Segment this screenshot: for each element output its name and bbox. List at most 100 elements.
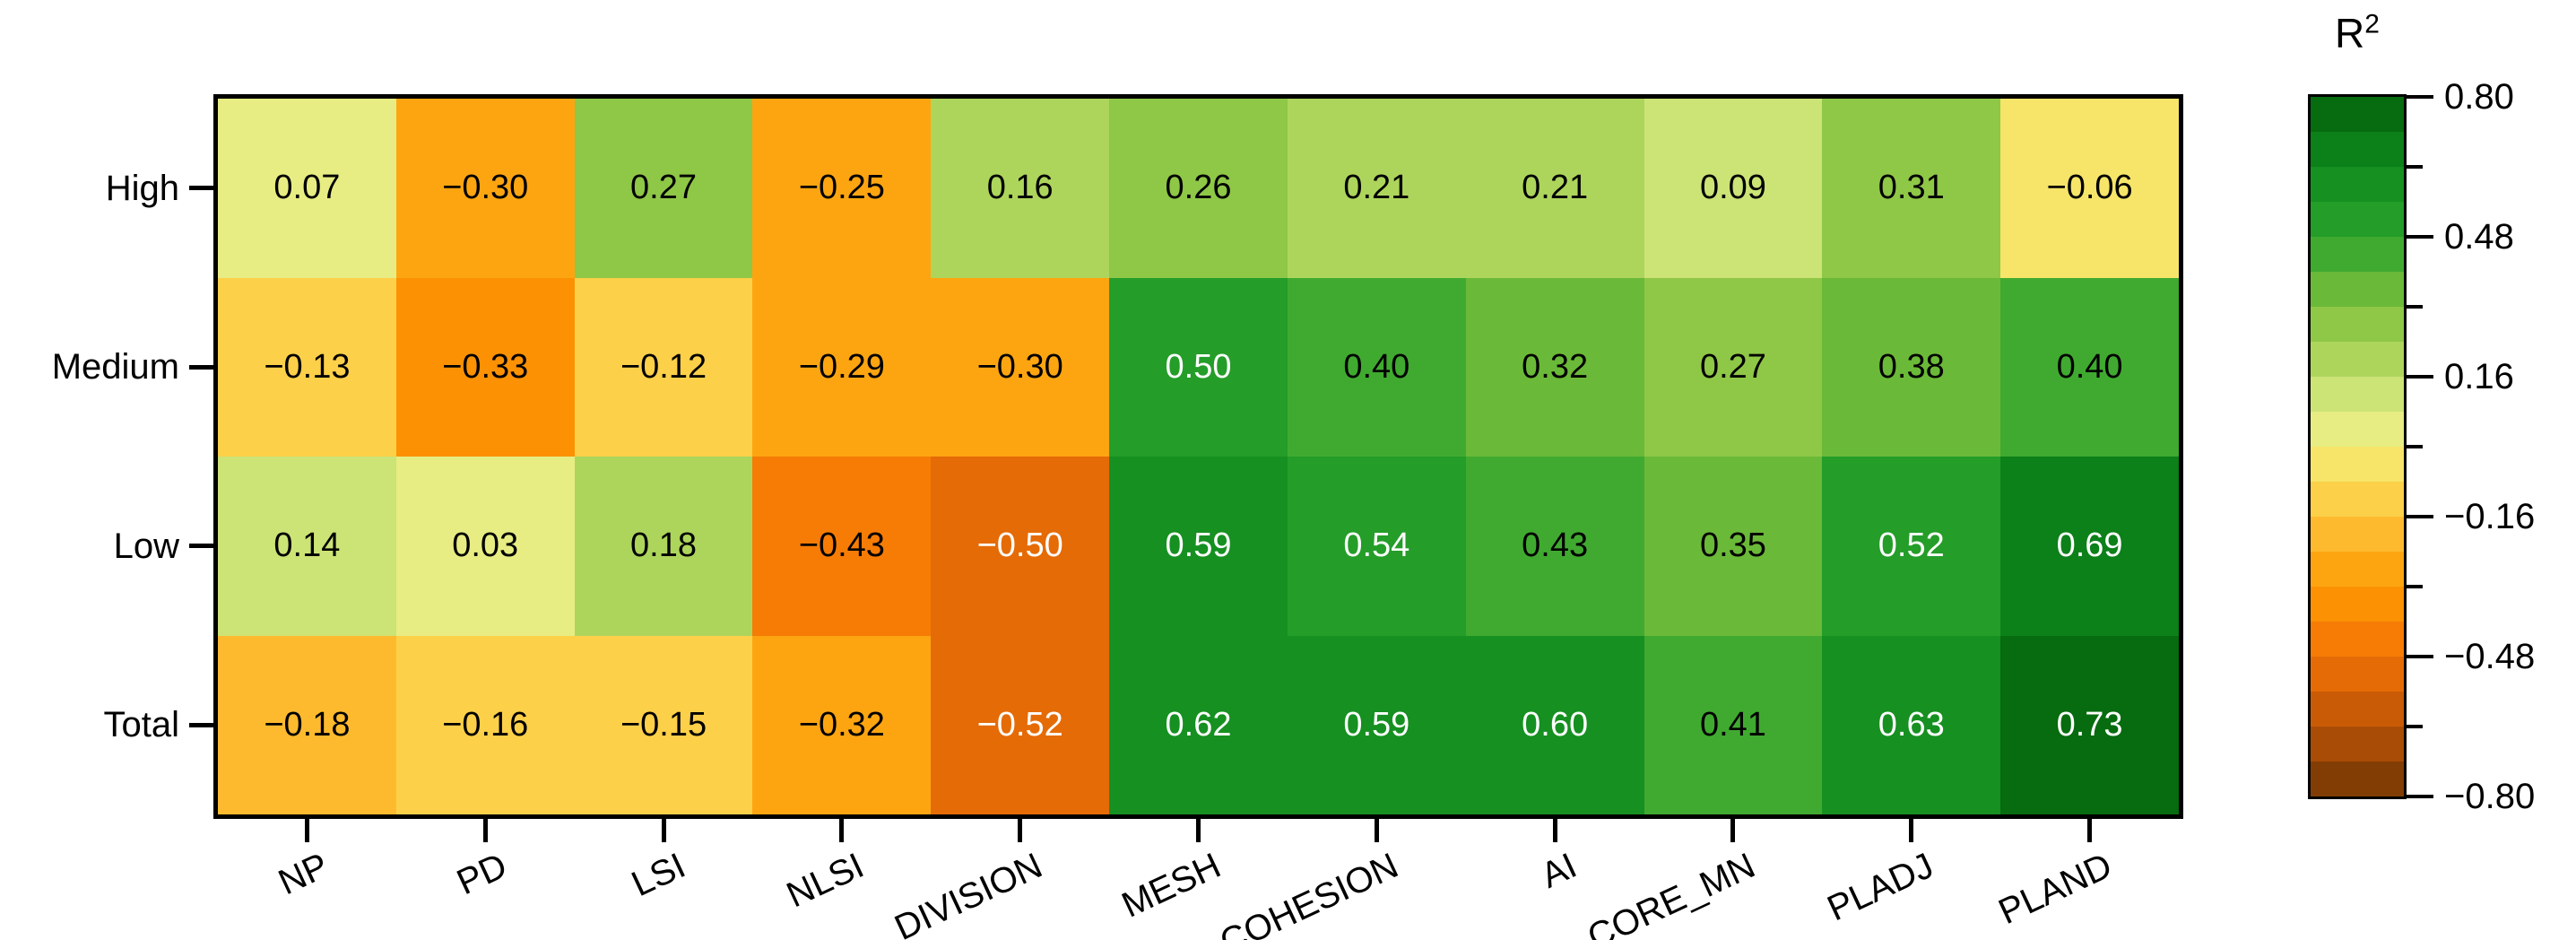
cell-value-label: 0.21 [1522, 169, 1589, 207]
heatmap-cell: 0.59 [1109, 457, 1288, 636]
cell-value-label: 0.07 [273, 169, 341, 207]
heatmap-cell: 0.35 [1644, 457, 1823, 636]
colorbar-title-base: R [2335, 10, 2365, 57]
x-axis-tick [1730, 819, 1736, 842]
colorbar-tick-label: −0.80 [2444, 777, 2536, 816]
colorbar-minor-tick [2407, 445, 2423, 448]
cell-value-label: 0.52 [1878, 527, 1945, 565]
colorbar-major-tick [2407, 375, 2433, 379]
cell-value-label: 0.14 [273, 527, 341, 565]
cell-value-label: −0.16 [442, 705, 529, 744]
colorbar-band [2311, 657, 2404, 692]
colorbar-minor-tick [2407, 585, 2423, 588]
colorbar-tick-label: −0.48 [2444, 637, 2536, 676]
colorbar-band [2311, 202, 2404, 237]
heatmap-cell: −0.16 [395, 635, 575, 814]
cell-value-label: −0.25 [798, 169, 885, 207]
heatmap-cell: 0.59 [1287, 635, 1466, 814]
colorbar-band [2311, 692, 2404, 727]
heatmap-cell: 0.14 [218, 457, 396, 636]
heatmap-cell: 0.21 [1465, 99, 1644, 278]
heatmap-cell: 0.32 [1465, 277, 1644, 457]
heatmap-cell: −0.50 [931, 457, 1110, 636]
heatmap-cell: 0.21 [1287, 99, 1466, 278]
column-label-np: NP [273, 845, 335, 903]
y-axis-tick [189, 364, 218, 370]
y-axis-tick [189, 544, 218, 549]
cell-value-label: 0.63 [1878, 705, 1945, 744]
heatmap-cell: 0.43 [1465, 457, 1644, 636]
heatmap-cell: 0.41 [1644, 635, 1823, 814]
x-axis-tick [1909, 819, 1914, 842]
colorbar-band [2311, 447, 2404, 482]
colorbar-major-tick [2407, 515, 2433, 518]
heatmap-cell: 0.40 [1287, 277, 1466, 457]
cell-value-label: −0.32 [798, 705, 885, 744]
cell-value-label: −0.30 [976, 347, 1063, 386]
colorbar-band [2311, 97, 2404, 132]
colorbar-title: R2 [2268, 9, 2447, 57]
cell-value-label: 0.26 [1165, 169, 1232, 207]
colorbar-band [2311, 167, 2404, 202]
heatmap-cell: 0.69 [2000, 457, 2179, 636]
colorbar-major-tick [2407, 655, 2433, 658]
heatmap-cell: 0.07 [218, 99, 396, 278]
colorbar-band [2311, 587, 2404, 622]
x-axis-tick [2087, 819, 2093, 842]
heatmap-cell: 0.73 [2000, 635, 2179, 814]
heatmap-cell: 0.18 [574, 457, 753, 636]
cell-value-label: 0.03 [452, 527, 519, 565]
colorbar-tick-label: 0.48 [2444, 217, 2514, 257]
heatmap-cell: 0.60 [1465, 635, 1644, 814]
cell-value-label: 0.09 [1699, 169, 1766, 207]
row-label-total: Total [103, 705, 180, 745]
cell-value-label: −0.52 [976, 705, 1063, 744]
heatmap-cell: 0.38 [1822, 277, 2001, 457]
x-axis-tick [304, 819, 309, 842]
heatmap-cell: 0.54 [1287, 457, 1466, 636]
cell-value-label: −0.06 [2046, 169, 2133, 207]
x-axis-tick [482, 819, 488, 842]
cell-value-label: 0.41 [1699, 705, 1766, 744]
colorbar-band [2311, 377, 2404, 412]
cell-value-label: 0.43 [1522, 527, 1589, 565]
colorbar-band [2311, 727, 2404, 762]
cell-value-label: 0.18 [630, 527, 698, 565]
row-label-medium: Medium [51, 347, 179, 387]
row-label-low: Low [113, 526, 179, 566]
heatmap-cell: −0.06 [2000, 99, 2179, 278]
heatmap-cell: −0.30 [395, 99, 575, 278]
colorbar-band [2311, 342, 2404, 377]
cell-value-label: −0.50 [976, 527, 1063, 565]
colorbar-band [2311, 412, 2404, 447]
heatmap-cell: −0.13 [218, 277, 396, 457]
heatmap-cell: −0.30 [931, 277, 1110, 457]
x-axis-tick [1018, 819, 1023, 842]
cell-value-label: 0.73 [2056, 705, 2123, 744]
heatmap-plot: 0.07 −0.30 0.27 −0.25 0.16 0.26 0.21 0.21 0.09 0.… [213, 94, 2183, 819]
cell-value-label: 0.21 [1343, 169, 1410, 207]
heatmap-cell: 0.40 [2000, 277, 2179, 457]
heatmap-cell: −0.25 [752, 99, 932, 278]
heatmap-cell: 0.27 [1644, 277, 1823, 457]
heatmap-cell: 0.62 [1109, 635, 1288, 814]
colorbar-band [2311, 272, 2404, 307]
cell-value-label: −0.15 [620, 705, 707, 744]
row-label-high: High [105, 168, 179, 208]
cell-value-label: 0.62 [1165, 705, 1232, 744]
colorbar-band [2311, 622, 2404, 657]
colorbar-band [2311, 237, 2404, 272]
heatmap-cell: −0.12 [574, 277, 753, 457]
cell-value-label: −0.33 [442, 347, 529, 386]
cell-value-label: 0.16 [986, 169, 1054, 207]
cell-value-label: 0.59 [1165, 527, 1232, 565]
cell-value-label: 0.60 [1522, 705, 1589, 744]
heatmap-cell: 0.16 [931, 99, 1110, 278]
cell-value-label: 0.50 [1165, 347, 1232, 386]
heatmap-cell: 0.09 [1644, 99, 1823, 278]
x-axis-tick [661, 819, 666, 842]
cell-value-label: 0.40 [2056, 347, 2123, 386]
heatmap-cell: −0.15 [574, 635, 753, 814]
colorbar-minor-tick [2407, 725, 2423, 728]
